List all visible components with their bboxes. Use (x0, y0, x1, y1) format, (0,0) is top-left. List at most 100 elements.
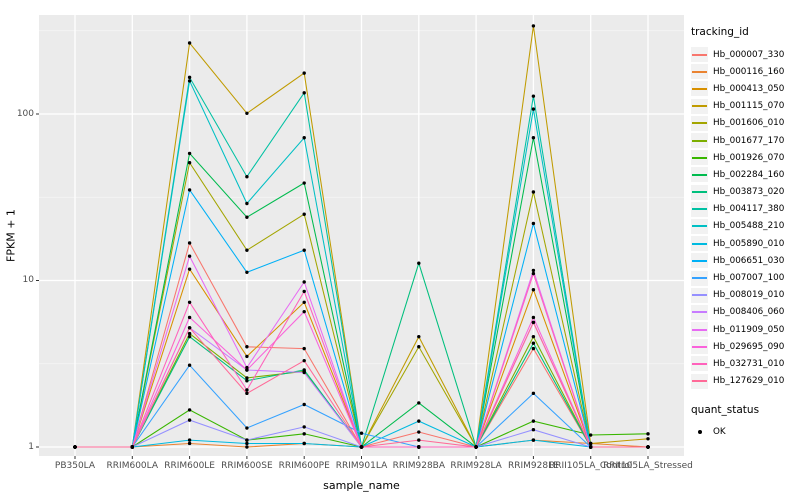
x-tick-label: RRIM901LA (335, 461, 388, 471)
legend-item-Hb_032731_010: Hb_032731_010 (691, 355, 799, 372)
data-point (531, 271, 536, 276)
data-point (531, 341, 536, 345)
data-point (245, 248, 249, 252)
legend-item-Hb_008019_010: Hb_008019_010 (691, 287, 799, 304)
data-point (531, 419, 536, 423)
data-point (187, 300, 192, 304)
data-point (646, 432, 650, 436)
legend-key-line-icon (691, 47, 708, 63)
data-point (245, 445, 249, 449)
data-point (302, 370, 306, 375)
data-point (302, 280, 306, 284)
data-point (245, 376, 249, 380)
data-point (73, 445, 77, 449)
data-point (245, 175, 249, 179)
legend-item-Hb_011909_050: Hb_011909_050 (691, 321, 799, 338)
legend-item-Hb_000007_330: Hb_000007_330 (691, 46, 799, 63)
data-point (589, 441, 593, 446)
legend-key-point-icon (691, 425, 708, 440)
legend-key-line-icon (691, 253, 708, 269)
data-point (187, 331, 192, 336)
data-point (187, 254, 192, 258)
legend-key-line-icon (691, 322, 708, 338)
x-axis-title: sample_name (323, 479, 400, 492)
data-point (245, 438, 249, 442)
data-point (302, 248, 306, 252)
data-point (589, 445, 593, 449)
data-point (531, 24, 536, 28)
data-point (302, 441, 306, 446)
legend-item-label: Hb_001115_070 (713, 101, 785, 112)
legend-item-label: Hb_004117_380 (713, 204, 785, 215)
data-point (646, 445, 650, 449)
data-point (302, 358, 306, 363)
legend-item-Hb_001115_070: Hb_001115_070 (691, 98, 799, 115)
data-point (245, 201, 249, 206)
data-point (417, 419, 421, 423)
data-point (187, 188, 192, 192)
legend-key-line-icon (691, 201, 708, 217)
legend-item-label: Hb_032731_010 (713, 358, 785, 369)
data-point (302, 289, 306, 294)
legend-item-label: Hb_005488_210 (713, 221, 785, 232)
data-point (531, 391, 536, 396)
data-point (245, 365, 249, 370)
data-point (417, 438, 421, 442)
data-point (245, 345, 249, 349)
data-point (245, 368, 249, 372)
data-point (187, 418, 192, 422)
legend-item-label: Hb_000413_050 (713, 83, 785, 94)
legend-item-Hb_001926_070: Hb_001926_070 (691, 149, 799, 166)
data-point (245, 391, 249, 396)
data-point (589, 433, 593, 437)
data-point (302, 300, 306, 304)
data-point (531, 315, 536, 320)
legend-key-line-icon (691, 218, 708, 234)
data-point (302, 136, 306, 140)
data-point (245, 215, 249, 219)
legend-item-label: Hb_127629_010 (713, 376, 785, 387)
data-point (531, 136, 536, 140)
legend-item-label: Hb_011909_050 (713, 324, 785, 335)
data-point (245, 388, 249, 392)
legend-key-line-icon (691, 167, 708, 183)
data-point (302, 71, 306, 75)
legend-item-Hb_000413_050: Hb_000413_050 (691, 80, 799, 97)
legend-items-tracking-id: Hb_000007_330 Hb_000116_160 Hb_000413_050 H… (691, 46, 799, 390)
legend-item-label: Hb_001926_070 (713, 152, 785, 163)
legend-item-label: Hb_005890_010 (713, 238, 785, 249)
legend-item-label: Hb_029695_090 (713, 341, 785, 352)
data-point (187, 334, 192, 339)
data-point (302, 402, 306, 407)
data-point (417, 261, 421, 265)
data-point (187, 363, 192, 367)
y-axis-title: FPKM + 1 (4, 209, 18, 262)
data-point (187, 441, 192, 446)
x-tick-label: RRIM928LA (450, 461, 502, 471)
x-tick-label: PB350LA (54, 461, 96, 471)
data-point (417, 334, 421, 339)
data-point (302, 212, 306, 216)
legend-item-Hb_006651_030: Hb_006651_030 (691, 252, 799, 269)
legend-item-label: Hb_008019_010 (713, 290, 785, 301)
data-point (245, 441, 249, 446)
x-tick-label: RRII105LA_Stressed (603, 461, 693, 471)
legend-item-label: Hb_008406_060 (713, 307, 785, 318)
data-point (302, 432, 306, 436)
legend-item-label: OK (713, 427, 726, 438)
data-point (302, 346, 306, 351)
legend-key-line-icon (691, 133, 708, 149)
x-tick-label: RRIM600PE (278, 461, 330, 471)
data-point (531, 334, 536, 339)
data-point (187, 41, 192, 45)
data-point (245, 270, 249, 275)
legend-item-label: Hb_001606_010 (713, 118, 785, 129)
legend-key-line-icon (691, 287, 708, 303)
legend-item-Hb_001606_010: Hb_001606_010 (691, 115, 799, 132)
x-tick-label: RRIM928BA (392, 461, 446, 471)
x-tick-label: RRIM600SE (221, 461, 273, 471)
data-point (187, 267, 192, 271)
x-tick-label: RRII105LA_Control (548, 461, 633, 471)
